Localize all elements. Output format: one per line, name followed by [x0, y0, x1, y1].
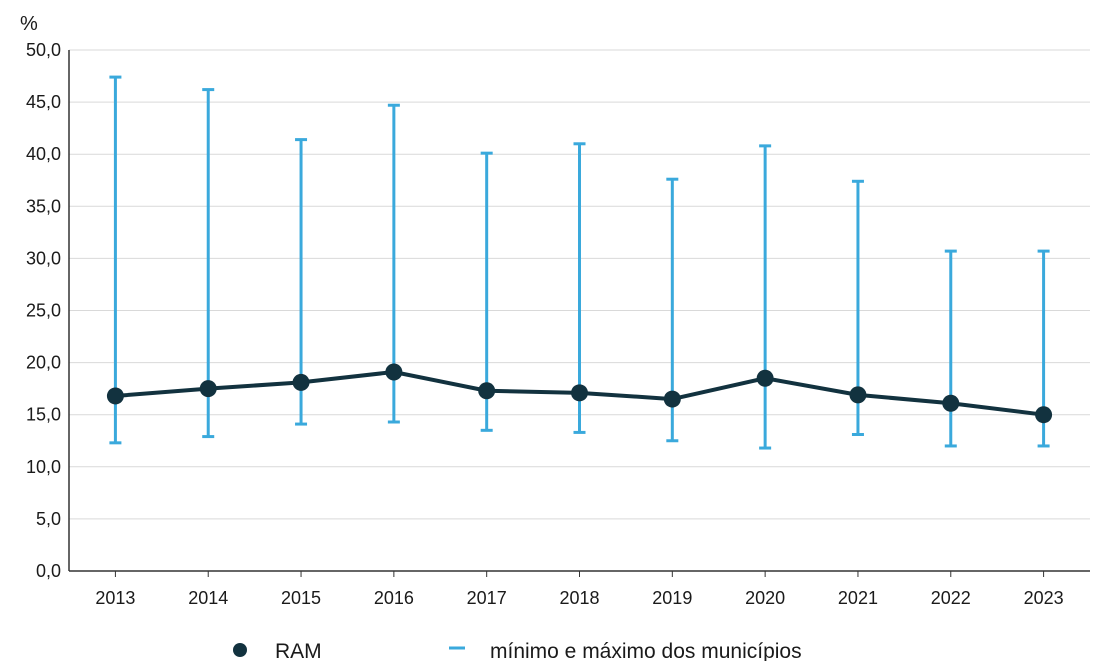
ram-point [385, 363, 403, 381]
y-tick-label: 10,0 [26, 457, 61, 477]
legend-ram-marker [233, 643, 247, 657]
y-tick-label: 5,0 [36, 509, 61, 529]
y-tick-label: 45,0 [26, 92, 61, 112]
ram-point [292, 373, 310, 391]
x-tick-label: 2017 [467, 588, 507, 608]
y-tick-label: 15,0 [26, 405, 61, 425]
ram-point [199, 380, 217, 398]
ram-series [106, 363, 1053, 424]
x-axis-ticks: 2013 2014 2015 2016 2017 2018 2019 2020 2021 2022… [95, 571, 1064, 608]
y-tick-label: 25,0 [26, 301, 61, 321]
x-tick-label: 2022 [931, 588, 971, 608]
ram-point [106, 387, 124, 405]
y-axis-unit: % [20, 13, 38, 35]
y-tick-label: 35,0 [26, 196, 61, 216]
ram-point [1035, 406, 1053, 424]
ram-point [849, 386, 867, 404]
x-tick-label: 2020 [745, 588, 785, 608]
ram-point [478, 382, 496, 400]
x-tick-label: 2013 [95, 588, 135, 608]
ram-point [756, 369, 774, 387]
x-tick-label: 2015 [281, 588, 321, 608]
y-tick-label: 50,0 [26, 40, 61, 60]
x-tick-label: 2019 [652, 588, 692, 608]
x-tick-label: 2018 [559, 588, 599, 608]
ram-point [571, 384, 588, 402]
x-tick-label: 2021 [838, 588, 878, 608]
y-tick-label: 30,0 [26, 248, 61, 268]
x-tick-label: 2016 [374, 588, 414, 608]
ram-point [663, 390, 681, 408]
y-axis-ticks: 0,0 5,0 10,0 15,0 20,0 25,0 30,0 35,0 40,0 45,0 50… [26, 40, 61, 581]
x-tick-label: 2014 [188, 588, 228, 608]
y-tick-label: 20,0 [26, 353, 61, 373]
legend-range-label: mínimo e máximo dos municípios [490, 640, 802, 661]
x-tick-label: 2023 [1024, 588, 1064, 608]
y-tick-label: 0,0 [36, 561, 61, 581]
legend-ram-label: RAM [275, 640, 322, 661]
legend: RAM mínimo e máximo dos municípios [233, 640, 802, 661]
y-tick-label: 40,0 [26, 144, 61, 164]
ram-point [942, 394, 960, 412]
